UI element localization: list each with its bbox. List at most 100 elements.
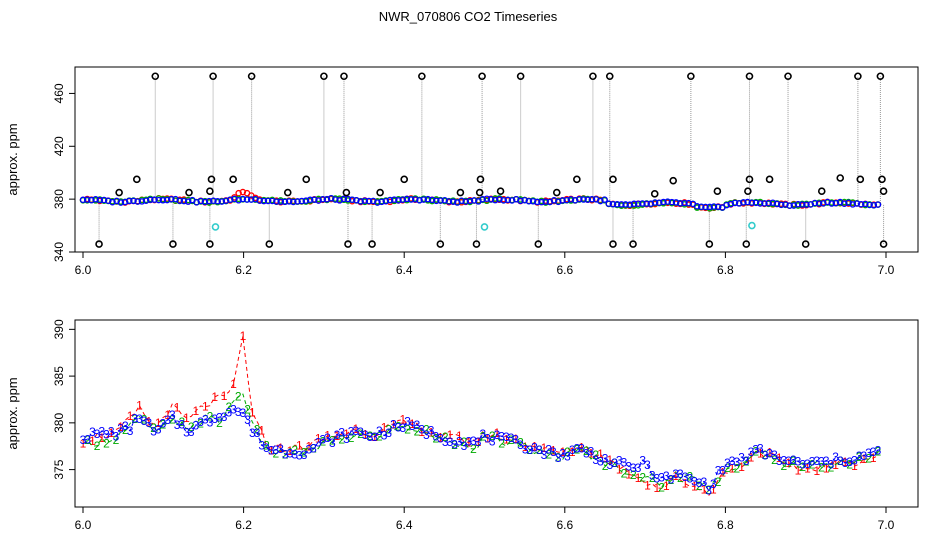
data-point-series-2: 2: [404, 422, 411, 436]
data-point-series-2: 2: [809, 458, 816, 472]
data-point-series-3: 3: [98, 424, 105, 438]
data-point-series-3: 3: [663, 469, 670, 483]
data-point-series-3: [374, 199, 381, 206]
data-point-series-3: 3: [442, 435, 449, 449]
data-point-series-3: [449, 198, 457, 205]
data-point-series-1: 1: [522, 440, 529, 454]
data-point-series-2: 2: [338, 432, 345, 446]
data-point-series-2: 2: [865, 452, 872, 466]
data-point-series-3: [365, 197, 373, 205]
data-point-series-2: 2: [752, 445, 759, 459]
data-point-series-2: 2: [470, 442, 477, 456]
data-point-series-3: [841, 200, 848, 207]
data-point-series-3: [142, 197, 150, 204]
data-point-series-3: 3: [682, 470, 689, 484]
x-tick-label: 7.0: [878, 518, 895, 532]
data-point-series-3: [79, 196, 87, 204]
data-point-series-3: 3: [790, 453, 797, 467]
outlier-point: [185, 188, 193, 197]
data-point-series-2: 2: [771, 453, 778, 467]
data-point-series-3: [100, 196, 108, 204]
data-point-series-1: 1: [757, 447, 764, 461]
data-point-series-3: [622, 201, 629, 208]
data-point-series-3: 3: [376, 424, 383, 438]
data-point-series-3: [222, 197, 230, 204]
x-tick-label: 6.4: [396, 263, 413, 277]
data-point-series-3: 3: [193, 418, 200, 432]
data-point-series-3: 3: [536, 443, 543, 457]
data-point-series-3: 3: [616, 454, 623, 468]
data-point-series-3: [281, 198, 289, 206]
data-point-series-1: 1: [569, 445, 576, 459]
data-point-series-1: 1: [870, 451, 877, 465]
data-point-series-3: 3: [809, 454, 816, 468]
x-tick-label: 6.6: [556, 263, 573, 277]
y-tick-label: 385: [52, 366, 66, 386]
data-point-series-3: [576, 195, 583, 203]
data-point-series-1: 1: [221, 389, 228, 403]
outlier-point: [342, 188, 351, 197]
data-point-series-3: 3: [837, 454, 844, 468]
data-point-series-2: 2: [715, 475, 722, 489]
data-point-series-3: 3: [141, 414, 148, 428]
data-point-series-3: [433, 197, 440, 205]
data-point-series-3: [420, 196, 427, 203]
data-point-series-3: [786, 202, 793, 209]
data-point-series-3: 3: [428, 423, 435, 437]
data-point-series-3: 3: [484, 431, 491, 445]
data-point-series-3: 3: [385, 426, 392, 440]
data-point-series-2: 2: [517, 435, 524, 449]
data-point-series-3: 3: [334, 428, 341, 442]
data-point-series-3: 3: [583, 446, 590, 460]
x-tick-label: 6.2: [235, 263, 252, 277]
x-tick-label: 7.0: [878, 263, 895, 277]
data-point-series-3: [496, 196, 503, 203]
data-point-series-3: [382, 197, 390, 205]
data-point-series-3: 3: [150, 425, 157, 439]
y-tick-label: 340: [52, 242, 66, 262]
data-point-series-3: 3: [564, 449, 571, 463]
data-point-series-3: 3: [89, 425, 96, 439]
data-point-series-1: 1: [851, 459, 858, 473]
data-point-series-3: 3: [494, 428, 501, 442]
data-point-series-2: 2: [235, 390, 242, 404]
data-point-series-3: 3: [131, 412, 138, 426]
data-point-series-2: 2: [724, 461, 731, 475]
data-point-series-2: 2: [658, 480, 665, 494]
data-point-series-2: 2: [602, 459, 609, 473]
data-point-series-2: 2: [188, 420, 195, 434]
x-tick-label: 6.2: [235, 518, 252, 532]
data-point-series-1: 1: [550, 443, 557, 457]
outlier-point: [817, 187, 826, 196]
y-tick-label: 420: [52, 136, 66, 156]
data-point-series-3: [386, 196, 394, 204]
outlier-point: [713, 187, 722, 196]
data-point-series-3: [756, 200, 764, 207]
data-point-series-3: [487, 196, 495, 203]
data-point-series-3: [353, 196, 360, 204]
data-point-series-1: 1: [588, 446, 595, 460]
data-point-series-3: 3: [588, 444, 595, 458]
data-point-series-3: [96, 196, 104, 204]
data-point-series-3: [395, 197, 402, 204]
outlier-point: [206, 240, 214, 248]
data-point-series-1: 1: [127, 409, 134, 423]
data-point-series-2: 2: [178, 415, 185, 429]
data-point-series-1: 1: [174, 401, 181, 415]
outlier-point: [589, 72, 597, 81]
data-point-series-3: [416, 197, 423, 204]
data-point-series-3: 3: [357, 425, 364, 439]
data-point-series-3: [121, 198, 129, 206]
data-point-series-3: [491, 196, 499, 204]
data-point-series-3: 3: [432, 430, 439, 444]
outlier-point: [265, 240, 274, 248]
data-point-series-1: 1: [428, 426, 435, 440]
data-point-series-1: 1: [616, 462, 623, 476]
data-point-series-3: 3: [686, 472, 693, 486]
data-point-series-3: 3: [701, 475, 708, 489]
data-point-series-1: 1: [644, 478, 651, 492]
data-point-series-1: 1: [842, 455, 849, 469]
data-point-series-3: [130, 197, 137, 205]
data-point-series-3: [693, 203, 701, 210]
data-point-series-3: 3: [635, 461, 642, 475]
